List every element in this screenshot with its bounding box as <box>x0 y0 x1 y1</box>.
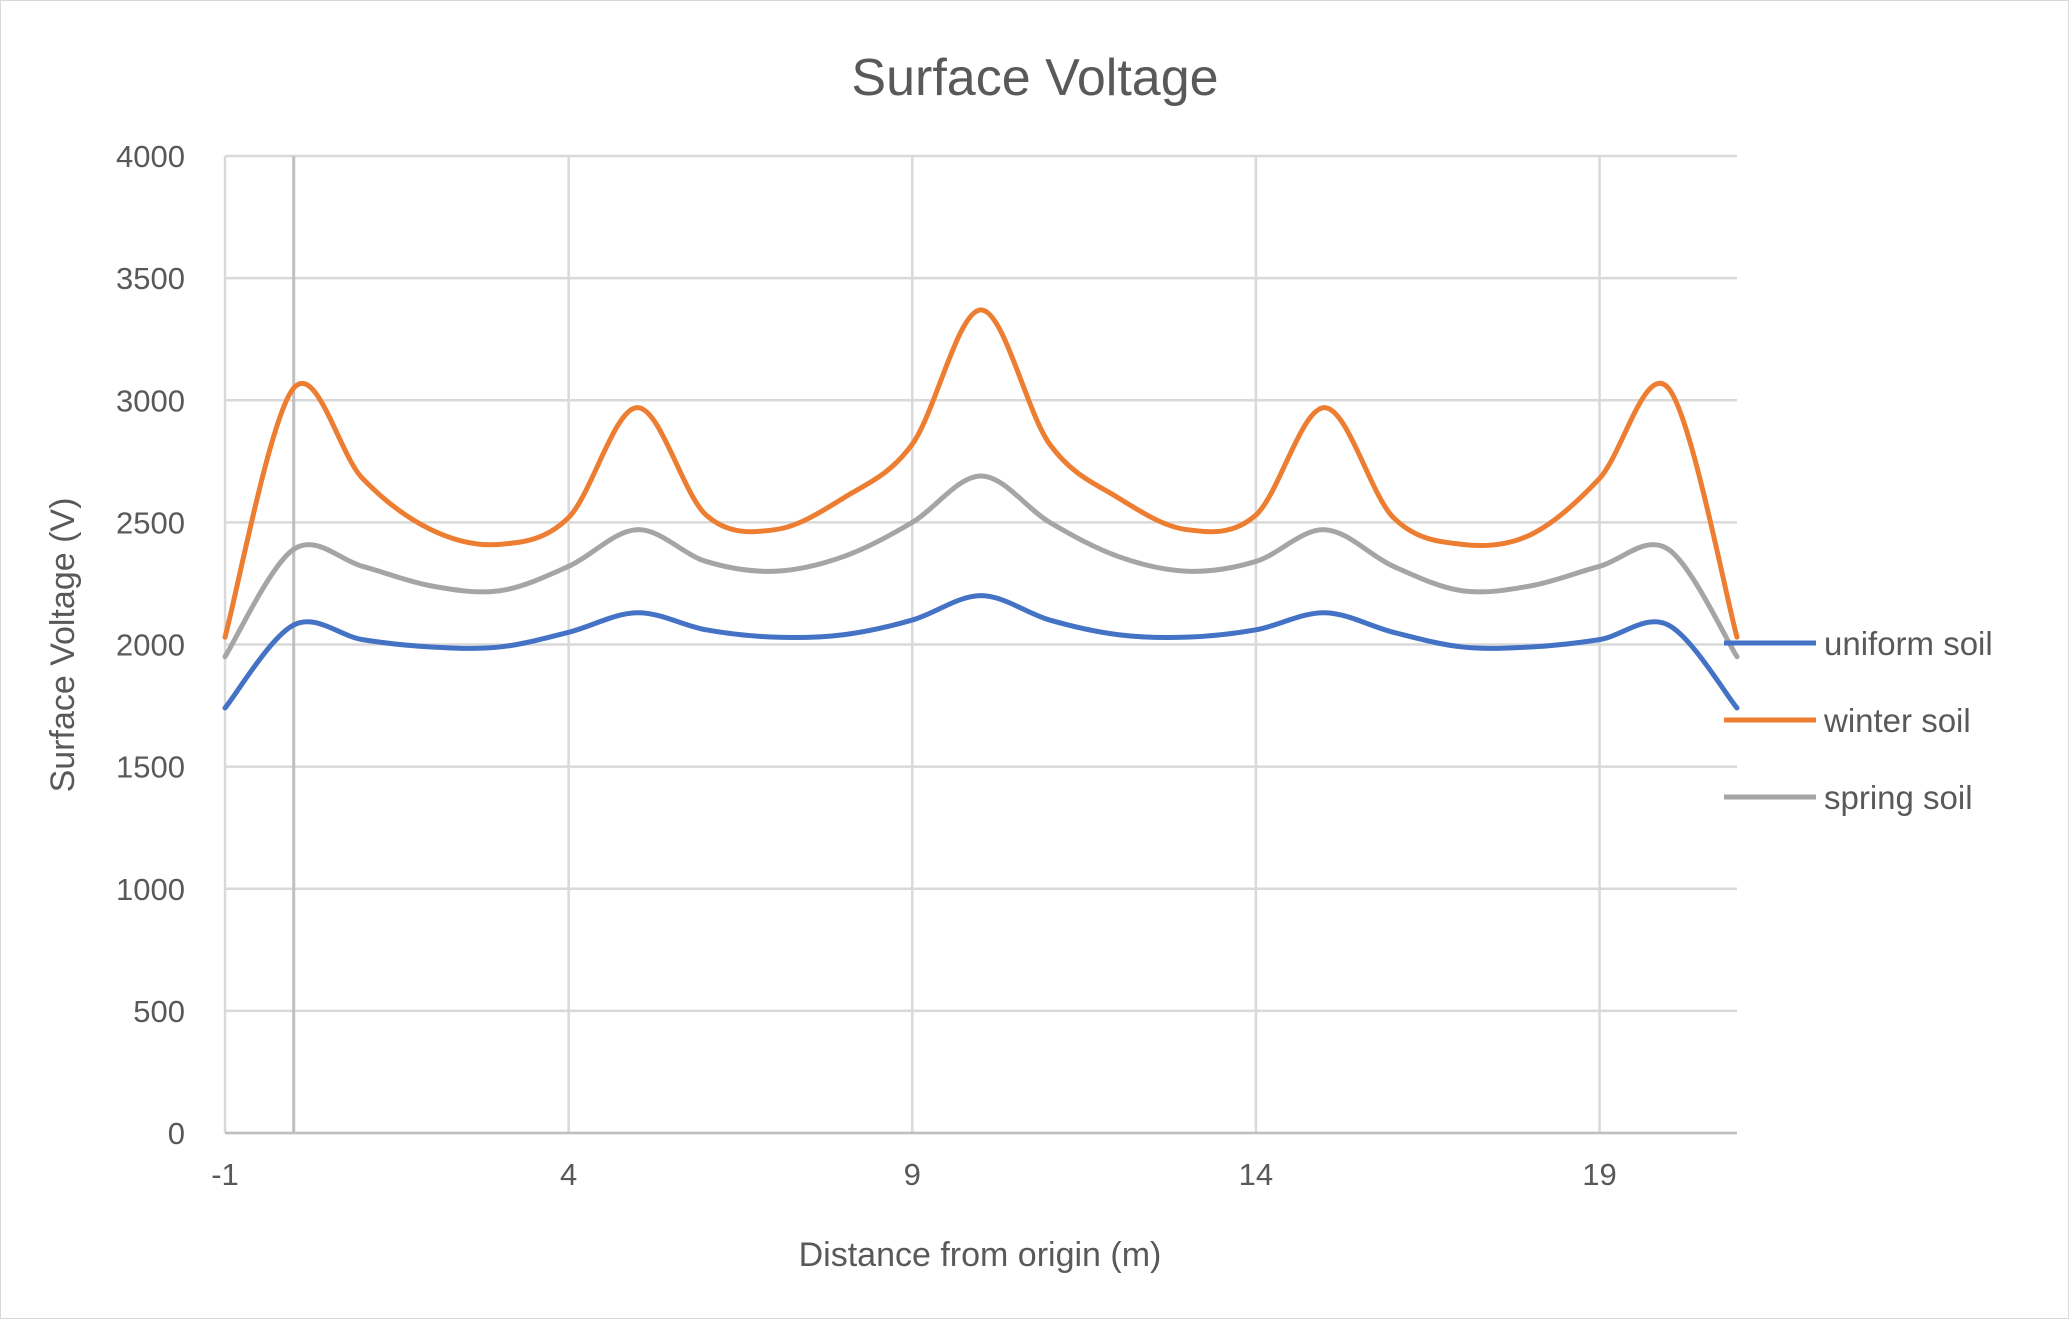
x-tick-label: 9 <box>904 1157 921 1192</box>
legend-label: spring soil <box>1824 779 1973 816</box>
series-line-spring-soil <box>222 473 1740 660</box>
y-tick-label: 1500 <box>116 750 185 785</box>
chart-title: Surface Voltage <box>851 49 1218 107</box>
legend-label: winter soil <box>1823 702 1971 739</box>
y-axis-label: Surface Voltage (V) <box>44 498 82 793</box>
x-tick-labels: -1 4 9 14 19 <box>211 1157 1617 1192</box>
y-tick-label: 1000 <box>116 872 185 907</box>
y-tick-label: 0 <box>168 1116 185 1151</box>
x-tick-label: 14 <box>1239 1157 1273 1192</box>
y-tick-label: 3000 <box>116 383 185 418</box>
gridlines <box>223 154 1737 1135</box>
y-tick-label: 500 <box>133 994 185 1029</box>
x-tick-label: 19 <box>1582 1157 1616 1192</box>
y-tick-label: 2000 <box>116 628 185 663</box>
legend: uniform soil winter soil spring soil <box>1724 625 1993 816</box>
x-axis-label: Distance from origin (m) <box>799 1236 1162 1274</box>
y-tick-label: 3500 <box>116 261 185 296</box>
y-tick-labels: 0 500 1000 1500 2000 2500 3000 3500 4000 <box>116 139 185 1151</box>
series-line-winter-soil <box>222 307 1740 640</box>
series-line-uniform-soil <box>222 593 1740 711</box>
y-tick-label: 2500 <box>116 505 185 540</box>
y-tick-label: 4000 <box>116 139 185 174</box>
x-tick-label: 4 <box>560 1157 577 1192</box>
x-tick-label: -1 <box>211 1157 239 1192</box>
series-lines <box>222 307 1740 711</box>
legend-label: uniform soil <box>1824 625 1993 662</box>
